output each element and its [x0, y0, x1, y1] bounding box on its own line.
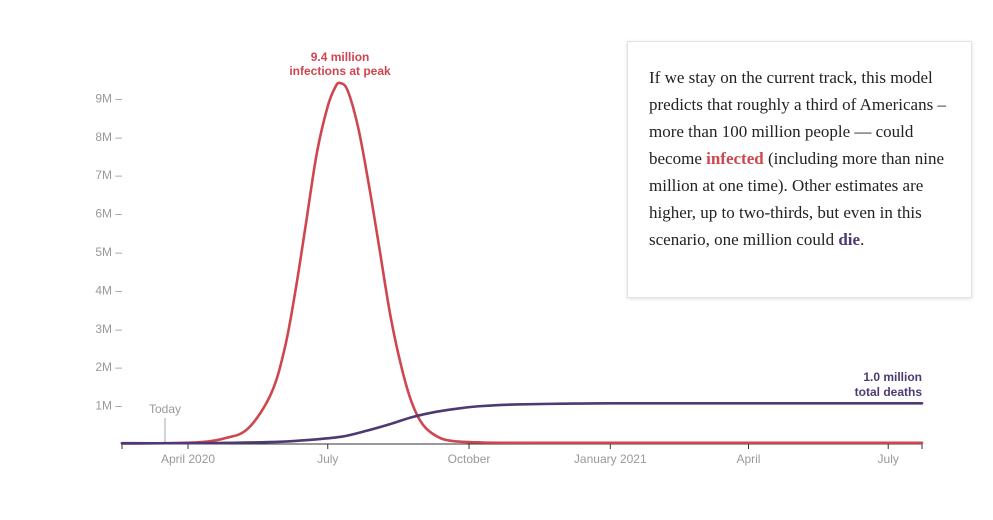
peak-annotation: 9.4 million infections at peak: [289, 50, 391, 78]
peak-label-value: 9.4 million: [311, 50, 370, 64]
x-axis: April 2020 July October January 2021 April Ju…: [121, 443, 923, 466]
deaths-line: [120, 401, 924, 445]
x-tick-label: October: [448, 452, 491, 466]
x-tick-label: July: [878, 452, 899, 466]
today-label: Today: [149, 402, 181, 416]
explanation-callout: If we stay on the current track, this mo…: [627, 41, 972, 298]
x-tick-label: July: [317, 452, 338, 466]
deaths-annotation: 1.0 million total deaths: [855, 370, 923, 399]
peak-label-caption: infections at peak: [289, 64, 391, 78]
callout-infected-keyword: infected: [706, 149, 764, 168]
x-tick-label: April: [736, 452, 760, 466]
deaths-label-value: 1.0 million: [863, 370, 922, 384]
y-tick-label: 6M –: [95, 207, 122, 221]
y-axis: 1M – 2M – 3M – 4M – 5M – 6M – 7M – 8M – 9M –: [95, 91, 122, 412]
y-tick-label: 3M –: [95, 322, 122, 336]
today-marker: Today: [149, 402, 181, 443]
callout-text-end: .: [860, 230, 865, 249]
callout-die-keyword: die: [838, 230, 861, 249]
y-tick-label: 5M –: [95, 245, 122, 259]
y-tick-label: 4M –: [95, 283, 122, 297]
callout-text-intro: If we stay on the current track, this mo…: [649, 68, 946, 168]
y-tick-label: 7M –: [95, 168, 122, 182]
deaths-label-caption: total deaths: [855, 385, 923, 399]
x-tick-label: April 2020: [161, 452, 215, 466]
y-tick-label: 8M –: [95, 130, 122, 144]
infections-line: [120, 81, 924, 445]
series-layer: [120, 81, 924, 445]
callout-text-middle: (including more than nine million at one…: [649, 149, 945, 249]
y-tick-label: 2M –: [95, 360, 122, 374]
y-tick-label: 9M –: [95, 91, 122, 105]
y-tick-label: 1M –: [95, 399, 122, 413]
x-tick-label: January 2021: [574, 452, 647, 466]
